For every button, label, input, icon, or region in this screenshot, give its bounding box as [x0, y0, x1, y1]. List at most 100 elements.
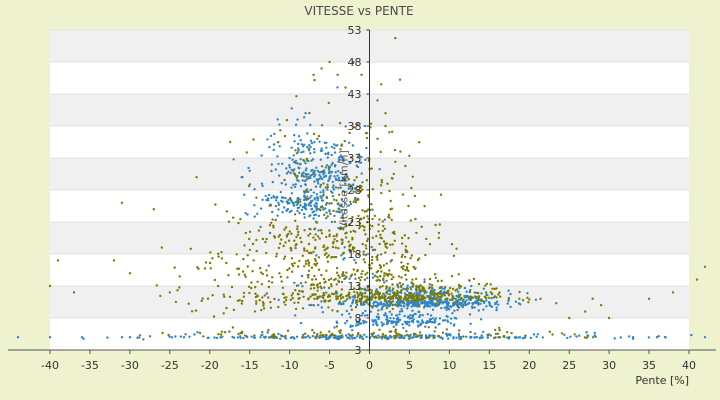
scatter-point: [286, 201, 289, 204]
scatter-point: [271, 218, 274, 221]
scatter-point: [325, 146, 328, 149]
scatter-point: [281, 211, 284, 214]
scatter-point: [246, 254, 249, 257]
scatter-point: [359, 217, 363, 220]
scatter-point: [148, 335, 152, 338]
scatter-point: [244, 275, 247, 278]
scatter-point: [423, 289, 427, 292]
scatter-point: [478, 337, 481, 340]
scatter-point: [316, 137, 319, 140]
scatter-point: [304, 198, 307, 201]
scatter-point: [359, 291, 362, 294]
scatter-point: [308, 144, 311, 147]
scatter-point: [456, 305, 460, 308]
scatter-point: [319, 229, 323, 232]
scatter-point: [282, 196, 285, 199]
scatter-point: [351, 238, 354, 241]
scatter-point: [370, 258, 374, 262]
scatter-point: [325, 252, 328, 255]
scatter-point: [427, 287, 431, 290]
scatter-point: [397, 275, 401, 278]
scatter-point: [120, 201, 124, 204]
scatter-point: [437, 231, 441, 235]
scatter-point: [322, 208, 325, 211]
scatter-point: [425, 291, 428, 294]
scatter-point: [314, 238, 317, 242]
scatter-point: [283, 296, 286, 299]
scatter-point: [308, 202, 311, 205]
scatter-point: [387, 296, 391, 299]
scatter-point: [416, 303, 419, 307]
scatter-point: [312, 73, 315, 77]
scatter-point: [263, 294, 266, 297]
scatter-point: [394, 296, 397, 300]
scatter-point: [290, 192, 294, 195]
scatter-point: [703, 265, 707, 268]
scatter-point: [409, 316, 413, 320]
scatter-point: [486, 336, 489, 339]
scatter-point: [320, 205, 323, 209]
scatter-point: [449, 317, 453, 320]
scatter-point: [304, 262, 308, 266]
scatter-point: [340, 144, 343, 147]
scatter-point: [305, 203, 308, 206]
scatter-point: [386, 274, 390, 277]
scatter-point: [228, 330, 231, 333]
scatter-point: [290, 146, 293, 149]
scatter-point: [446, 320, 450, 323]
scatter-point: [371, 255, 374, 259]
scatter-point: [388, 216, 391, 219]
scatter-point: [366, 239, 369, 243]
y-tick-label: 43: [348, 88, 362, 101]
scatter-point: [291, 297, 294, 300]
scatter-point: [360, 275, 363, 279]
scatter-point: [327, 101, 330, 105]
scatter-point: [310, 208, 313, 211]
scatter-point: [366, 276, 369, 280]
scatter-point: [366, 314, 369, 317]
scatter-point: [344, 299, 347, 302]
scatter-point: [494, 336, 497, 339]
scatter-point: [403, 234, 406, 237]
scatter-point: [384, 112, 387, 115]
scatter-point: [415, 291, 418, 295]
scatter-point: [535, 335, 538, 338]
scatter-point: [349, 325, 352, 329]
scatter-point: [404, 255, 407, 259]
scatter-point: [362, 216, 366, 219]
scatter-point: [340, 209, 343, 212]
scatter-point: [338, 335, 342, 338]
scatter-point: [402, 297, 406, 301]
scatter-point: [392, 292, 396, 295]
scatter-point: [431, 334, 434, 337]
scatter-point: [377, 317, 380, 321]
scatter-point: [690, 333, 693, 337]
scatter-point: [304, 260, 308, 263]
scatter-point: [394, 328, 398, 331]
scatter-point: [272, 226, 275, 229]
scatter-point: [330, 190, 333, 193]
scatter-point: [48, 336, 52, 339]
scatter-point: [287, 198, 290, 202]
scatter-point: [306, 132, 309, 135]
scatter-point: [389, 243, 392, 246]
scatter-point: [443, 306, 446, 309]
scatter-point: [288, 166, 291, 169]
scatter-point: [288, 230, 291, 233]
scatter-point: [294, 174, 297, 177]
scatter-point: [357, 283, 360, 287]
scatter-point: [300, 274, 304, 278]
scatter-point: [425, 237, 428, 241]
scatter-point: [411, 315, 415, 318]
scatter-point: [290, 262, 294, 266]
scatter-point: [364, 289, 367, 292]
scatter-point: [394, 36, 397, 40]
scatter-point: [364, 233, 367, 236]
scatter-point: [380, 181, 384, 184]
scatter-point: [459, 336, 462, 339]
scatter-point: [254, 286, 257, 289]
scatter-point: [285, 118, 289, 122]
scatter-point: [277, 332, 280, 336]
scatter-point: [349, 187, 352, 190]
scatter-point: [423, 278, 426, 281]
